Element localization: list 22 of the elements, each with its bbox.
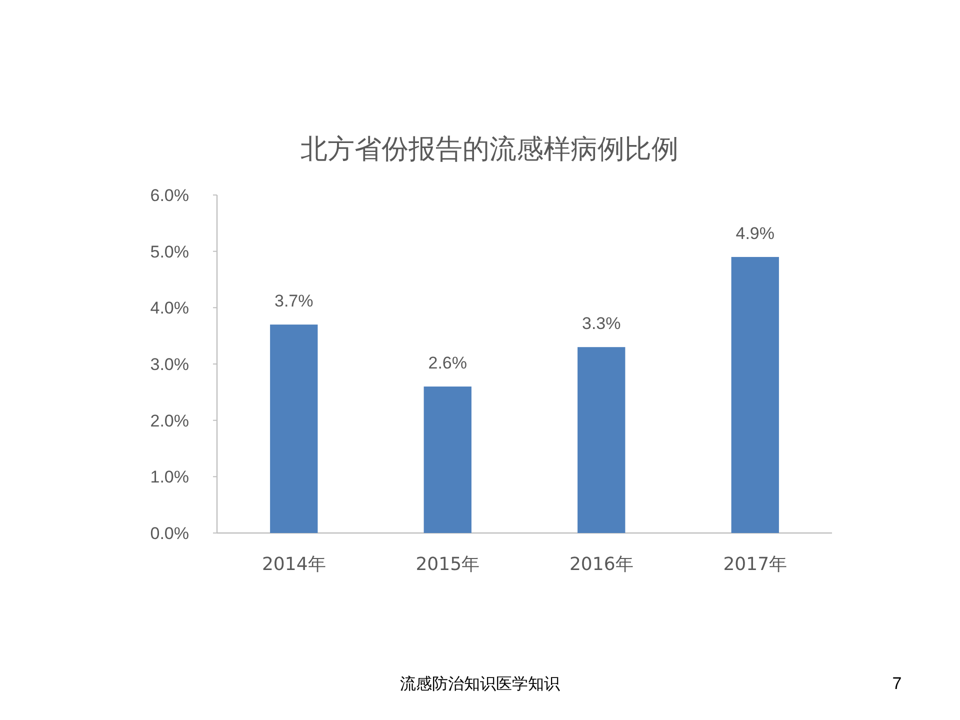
y-tick-label: 2.0% (150, 411, 189, 430)
y-tick-label: 0.0% (150, 524, 189, 543)
text: 流感防治知识医学知识 (400, 674, 560, 693)
bar (578, 347, 626, 533)
bar (731, 256, 779, 533)
y-tick-label: 3.0% (150, 355, 189, 374)
y-tick-label: 1.0% (150, 468, 189, 487)
y-tick-label: 6.0% (150, 186, 189, 205)
x-tick-label: 2015年 (416, 554, 480, 575)
x-tick-label: 2016年 (569, 554, 634, 575)
y-tick-label: 4.0% (150, 298, 189, 318)
y-tick-label: 5.0% (150, 242, 189, 262)
x-tick-label: 2014年 (262, 554, 326, 575)
data-label: 3.3% (582, 314, 621, 334)
text: 7 (892, 674, 902, 693)
bar (424, 386, 472, 533)
x-tick-label: 2017年 (723, 554, 788, 575)
chart-title: 北方省份报告的流感样病例比例 (300, 134, 678, 165)
bar (270, 324, 318, 533)
data-label: 2.6% (428, 354, 467, 373)
data-label: 4.9% (736, 224, 774, 243)
data-label: 3.7% (274, 292, 314, 311)
